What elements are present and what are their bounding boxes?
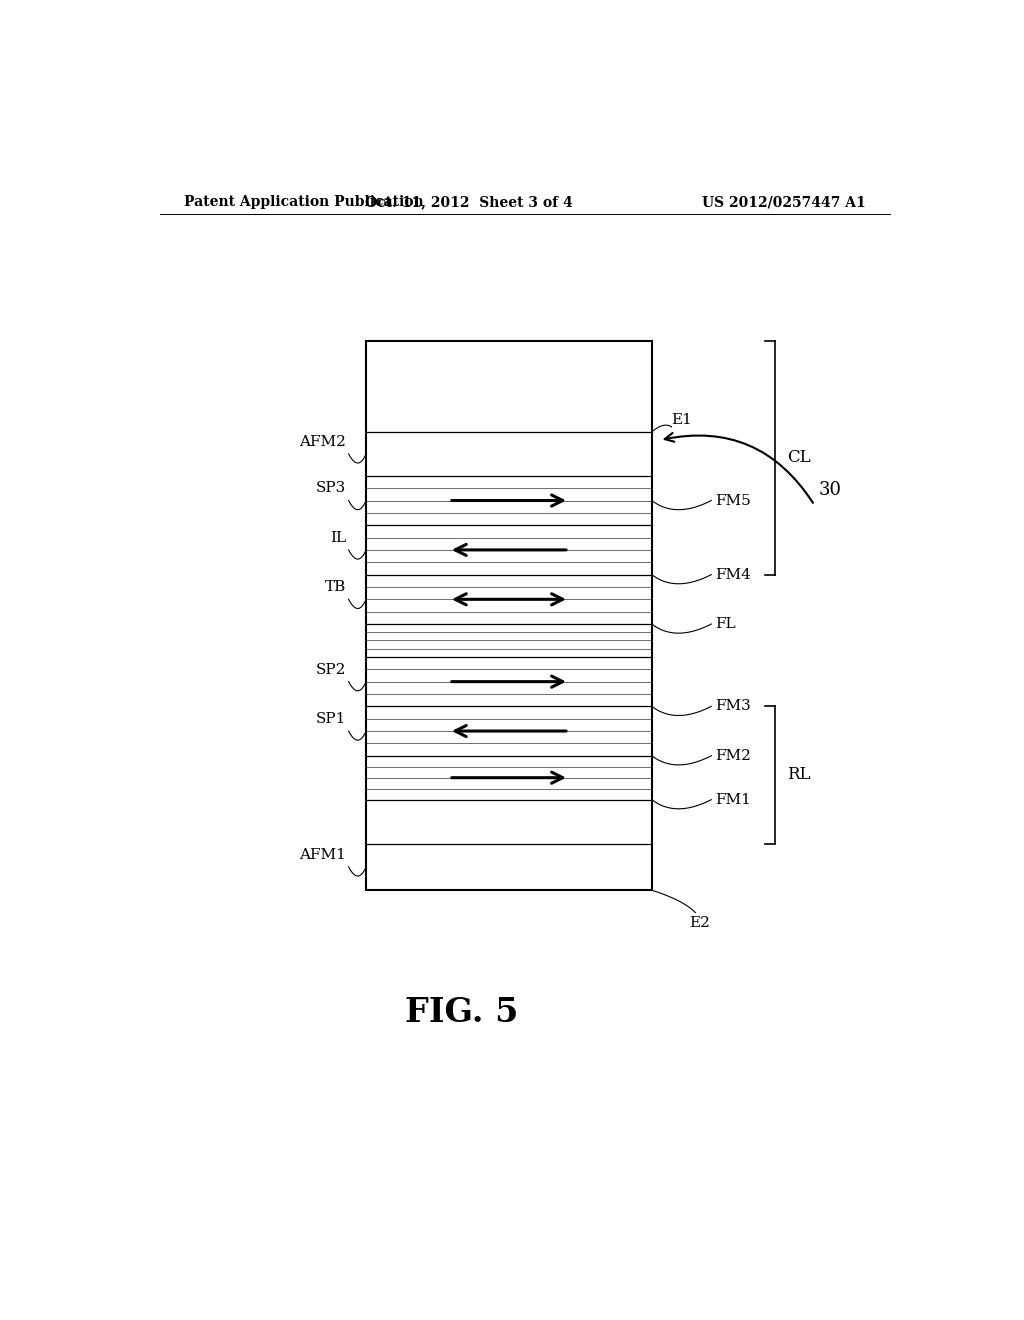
Text: FM3: FM3 [715,700,751,713]
Text: FL: FL [715,616,736,631]
Text: FM2: FM2 [715,748,752,763]
Text: CL: CL [786,450,810,466]
Text: AFM2: AFM2 [299,434,346,449]
Text: FIG. 5: FIG. 5 [404,995,518,1028]
Text: FM1: FM1 [715,792,752,807]
Text: Patent Application Publication: Patent Application Publication [183,195,423,209]
Text: SP3: SP3 [316,482,346,495]
Text: E2: E2 [689,916,710,929]
Text: 30: 30 [818,480,842,499]
Text: SP1: SP1 [315,711,346,726]
Text: US 2012/0257447 A1: US 2012/0257447 A1 [702,195,866,209]
Text: Oct. 11, 2012  Sheet 3 of 4: Oct. 11, 2012 Sheet 3 of 4 [366,195,573,209]
Text: SP2: SP2 [315,663,346,677]
Bar [367,342,651,890]
Text: E1: E1 [672,413,692,426]
Text: RL: RL [786,767,810,784]
Text: AFM1: AFM1 [299,847,346,862]
Text: FM5: FM5 [715,494,751,507]
Text: TB: TB [325,581,346,594]
Text: IL: IL [330,531,346,545]
Text: FM4: FM4 [715,568,752,582]
